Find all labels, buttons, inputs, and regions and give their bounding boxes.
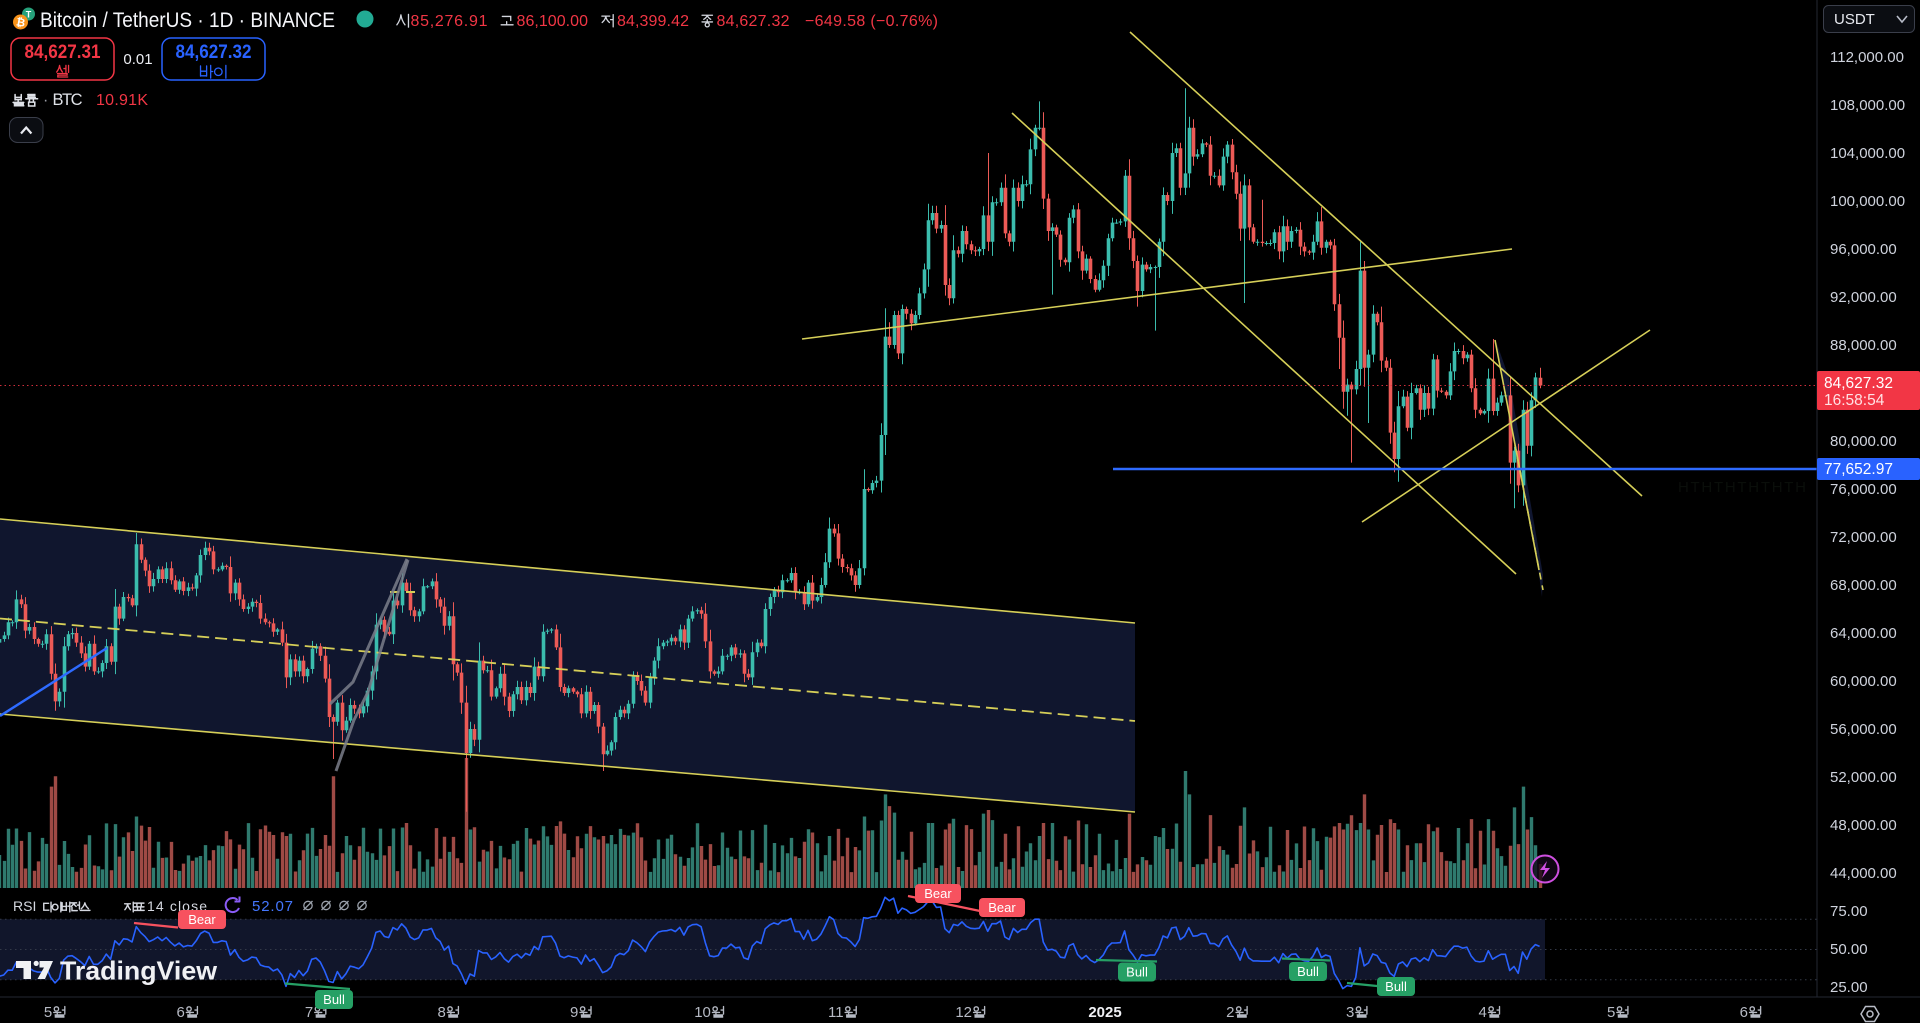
- svg-text:84,627.32: 84,627.32: [717, 13, 790, 30]
- svg-text:52,000.00: 52,000.00: [1830, 769, 1897, 786]
- svg-text:86,100.00: 86,100.00: [517, 13, 589, 30]
- svg-text:Bull: Bull: [1385, 979, 1407, 994]
- svg-text:104,000.00: 104,000.00: [1830, 145, 1905, 162]
- svg-text:72,000.00: 72,000.00: [1830, 529, 1897, 546]
- svg-text:96,000.00: 96,000.00: [1830, 241, 1897, 258]
- svg-text:Bear: Bear: [188, 912, 216, 927]
- svg-text:44,000.00: 44,000.00: [1830, 865, 1897, 882]
- svg-text:10: 10: [694, 1004, 711, 1021]
- svg-text:52.07: 52.07: [252, 898, 293, 915]
- svg-text:84,627.32: 84,627.32: [1824, 375, 1893, 392]
- svg-text:10.91K: 10.91K: [96, 92, 148, 109]
- svg-text:84,627.31: 84,627.31: [25, 42, 101, 63]
- svg-text:9: 9: [570, 1004, 578, 1021]
- svg-text:2: 2: [1226, 1004, 1234, 1021]
- svg-text:16:58:54: 16:58:54: [1824, 392, 1885, 409]
- svg-text:7: 7: [305, 1004, 313, 1021]
- svg-text:5: 5: [44, 1004, 52, 1021]
- svg-text:75.00: 75.00: [1830, 903, 1868, 920]
- svg-text:11: 11: [828, 1004, 844, 1021]
- svg-text:84,627.32: 84,627.32: [176, 42, 252, 63]
- svg-text:HTHTHTHTHTH: HTHTHTHTHTH: [1678, 479, 1806, 496]
- svg-text:BTC: BTC: [53, 91, 83, 109]
- svg-text:−649.58 (−0.76%): −649.58 (−0.76%): [805, 13, 938, 30]
- svg-text:4: 4: [1479, 1004, 1487, 1021]
- svg-text:·: ·: [43, 92, 48, 109]
- svg-text:112,000.00: 112,000.00: [1830, 49, 1904, 66]
- svg-text:Bitcoin / TetherUS · 1D · BINA: Bitcoin / TetherUS · 1D · BINANCE: [40, 9, 335, 32]
- svg-text:85,276.91: 85,276.91: [411, 13, 488, 30]
- svg-text:8: 8: [437, 1004, 445, 1021]
- svg-text:2025: 2025: [1088, 1004, 1121, 1021]
- svg-text:12: 12: [955, 1004, 972, 1021]
- svg-text:64,000.00: 64,000.00: [1830, 625, 1897, 642]
- svg-text:T: T: [26, 10, 32, 20]
- svg-text:48,000.00: 48,000.00: [1830, 817, 1897, 834]
- svg-text:Bull: Bull: [1126, 965, 1148, 980]
- svg-text:84,399.42: 84,399.42: [617, 13, 689, 30]
- svg-text:6: 6: [176, 1004, 184, 1021]
- svg-text:3: 3: [1346, 1004, 1354, 1021]
- svg-text:92,000.00: 92,000.00: [1830, 289, 1897, 306]
- svg-text:Bull: Bull: [1297, 964, 1319, 979]
- svg-text:Bear: Bear: [924, 886, 952, 901]
- svg-text:50.00: 50.00: [1830, 941, 1868, 958]
- svg-text:6: 6: [1740, 1004, 1748, 1021]
- svg-text:₿: ₿: [15, 16, 26, 29]
- svg-text:60,000.00: 60,000.00: [1830, 673, 1897, 690]
- svg-text:80,000.00: 80,000.00: [1830, 433, 1897, 450]
- svg-text:TradingView: TradingView: [60, 956, 218, 986]
- svg-text:68,000.00: 68,000.00: [1830, 577, 1897, 594]
- svg-text:88,000.00: 88,000.00: [1830, 337, 1897, 354]
- svg-text:77,652.97: 77,652.97: [1824, 461, 1893, 478]
- svg-text:Bear: Bear: [988, 900, 1016, 915]
- svg-text:0.01: 0.01: [123, 51, 152, 68]
- svg-text:5: 5: [1607, 1004, 1615, 1021]
- svg-text:100,000.00: 100,000.00: [1830, 193, 1905, 210]
- svg-text:USDT: USDT: [1834, 11, 1875, 28]
- svg-text:108,000.00: 108,000.00: [1830, 97, 1905, 114]
- svg-text:76,000.00: 76,000.00: [1830, 481, 1897, 498]
- svg-text:RSI: RSI: [13, 898, 36, 914]
- svg-text:56,000.00: 56,000.00: [1830, 721, 1897, 738]
- svg-text:Bull: Bull: [323, 992, 345, 1007]
- svg-text:25.00: 25.00: [1830, 979, 1868, 996]
